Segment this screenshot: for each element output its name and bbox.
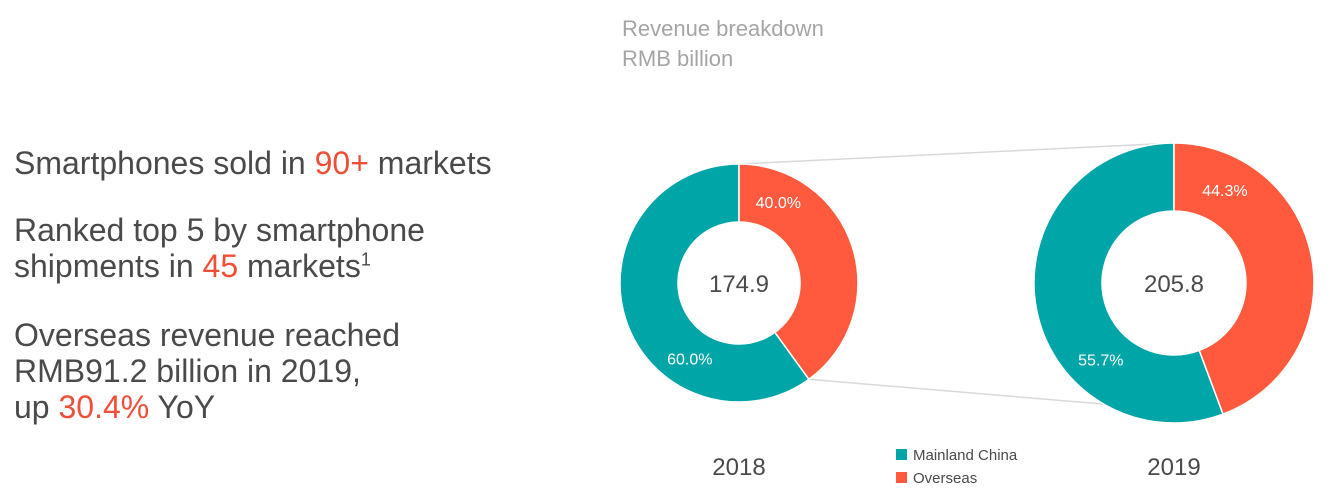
legend-swatch-mainland <box>896 449 907 460</box>
slice-label-overseas-2018: 40.0% <box>756 195 801 212</box>
stat-markets: Smartphones sold in 90+ markets <box>14 145 492 181</box>
stat-overseas: Overseas revenue reached RMB91.2 billion… <box>14 317 400 425</box>
stat-ranking-value: 45 <box>202 248 239 284</box>
year-label-2019: 2019 <box>1147 454 1200 481</box>
slice-mainland-2019 <box>1033 142 1225 424</box>
stat-overseas-text: up <box>14 389 59 425</box>
donut-charts: 60.0% 40.0% 174.9 2018 55.7% 44.3% 205.8 2019 <box>619 142 1315 481</box>
stat-markets-text: Smartphones sold in <box>14 145 315 181</box>
stat-overseas-line2: RMB91.2 billion in 2019, <box>14 353 361 389</box>
total-2019: 205.8 <box>1144 271 1204 298</box>
legend-label-overseas: Overseas <box>913 470 977 487</box>
slice-overseas-2018 <box>738 163 859 381</box>
stat-ranking-text: shipments in <box>14 248 203 284</box>
stat-overseas-line1: Overseas revenue reached <box>14 317 400 353</box>
slice-mainland-2018 <box>619 163 810 403</box>
slice-label-mainland-2019: 55.7% <box>1078 353 1123 370</box>
legend: Mainland China Overseas <box>896 447 1018 487</box>
legend-swatch-overseas <box>896 472 907 483</box>
total-2018: 174.9 <box>709 271 769 298</box>
stat-markets-suffix: markets <box>368 145 492 181</box>
stat-markets-value: 90+ <box>314 145 369 181</box>
stat-overseas-value: 30.4% <box>58 389 150 425</box>
chart-title: Revenue breakdown <box>622 16 824 41</box>
chart-unit: RMB billion <box>622 46 733 71</box>
stat-ranking-suffix: markets <box>238 248 361 284</box>
slice-label-overseas-2019: 44.3% <box>1202 183 1247 200</box>
connector-top <box>738 142 1175 165</box>
stat-ranking-line1: Ranked top 5 by smartphone <box>14 212 425 248</box>
footnote-marker: 1 <box>360 249 371 270</box>
legend-label-mainland: Mainland China <box>913 447 1018 464</box>
stat-overseas-suffix: YoY <box>149 389 216 425</box>
slice-overseas-2019 <box>1173 142 1315 416</box>
stat-ranking: Ranked top 5 by smartphone shipments in … <box>14 212 425 284</box>
slice-label-mainland-2018: 60.0% <box>667 351 712 368</box>
year-label-2018: 2018 <box>712 454 765 481</box>
